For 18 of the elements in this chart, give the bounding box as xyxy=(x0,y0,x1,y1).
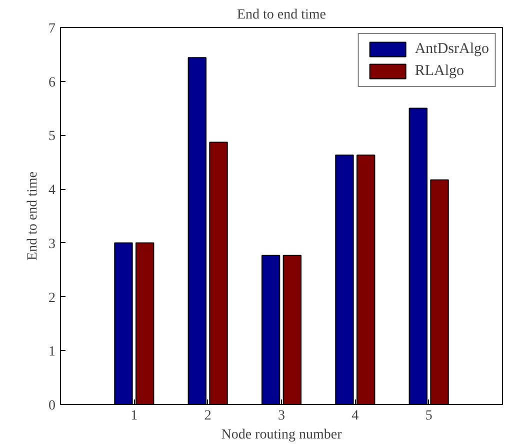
x-tick-label: 4 xyxy=(352,408,359,424)
y-tick-label: 1 xyxy=(48,344,56,360)
y-tick-label: 2 xyxy=(48,290,56,306)
y-tick-label: 3 xyxy=(48,236,56,252)
x-tick-label: 5 xyxy=(425,408,432,424)
y-tick-label: 6 xyxy=(48,75,56,90)
y-tick-label: 0 xyxy=(48,398,56,414)
y-tick-label: 5 xyxy=(48,129,56,144)
x-tick-label: 2 xyxy=(204,408,212,424)
chart-title: End to end time xyxy=(236,8,326,22)
x-tick-label: 3 xyxy=(278,408,285,424)
y-axis-title: End to end time xyxy=(26,171,40,261)
y-tick-label: 4 xyxy=(48,183,56,198)
legend-label: RLAlgo xyxy=(414,62,464,80)
legend-label: AntDsrAlgo xyxy=(414,40,489,58)
x-tick-label: 1 xyxy=(130,408,138,424)
x-axis-title: Node routing number xyxy=(221,428,342,442)
y-tick-label: 7 xyxy=(48,22,56,36)
